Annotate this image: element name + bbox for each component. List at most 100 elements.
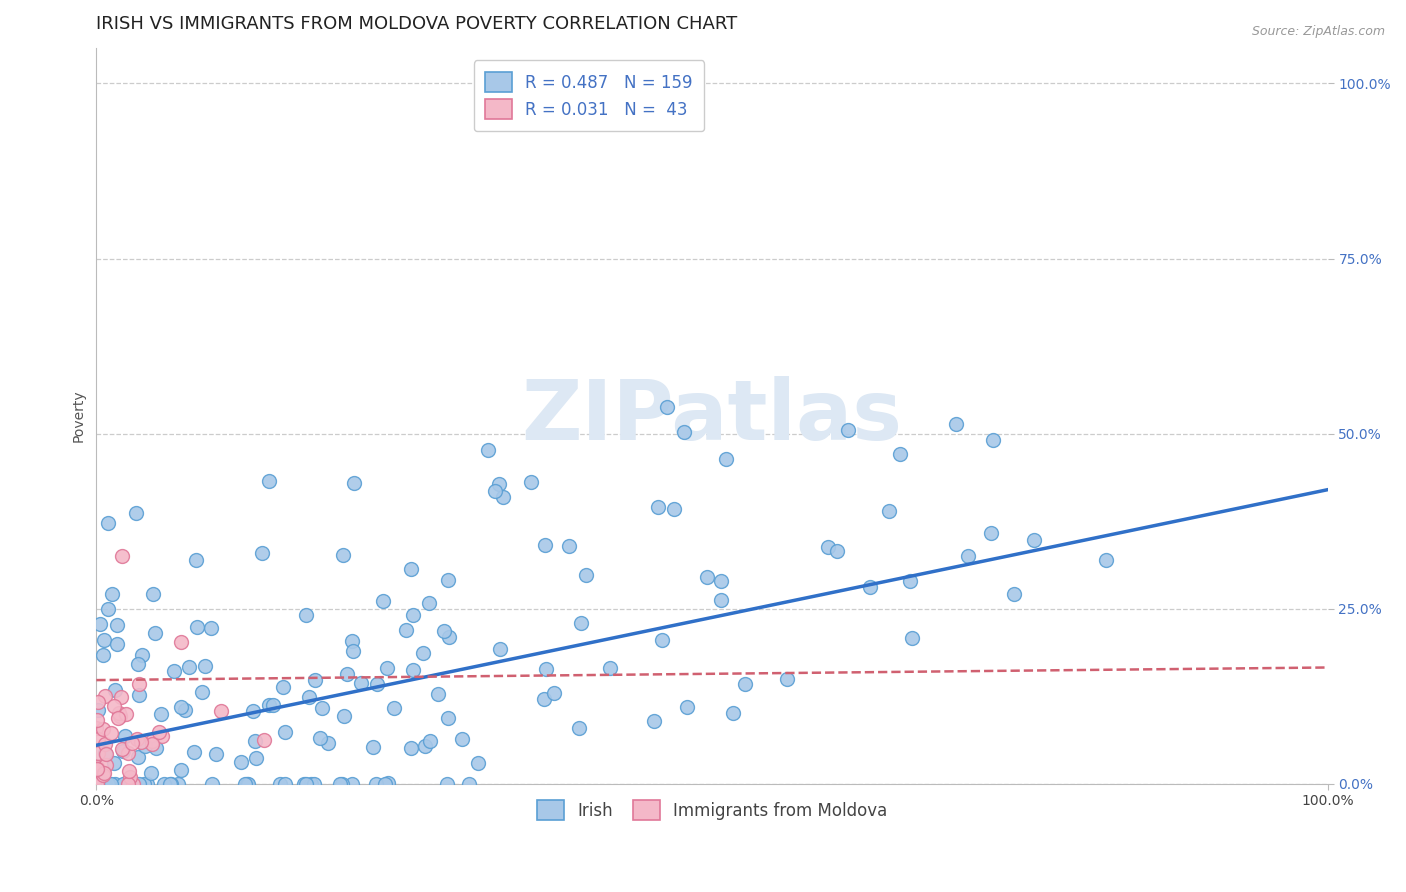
Point [569, 616, 592, 631]
Point [94, 747, 117, 761]
Point [859, 580, 882, 594]
Point [377, 661, 399, 675]
Point [127, 657, 149, 671]
Point [298, 690, 321, 705]
Point [150, 729, 173, 743]
Point [87, 732, 110, 747]
Point [343, 476, 366, 491]
Point [366, 676, 388, 690]
Point [86, 713, 108, 727]
Point [418, 596, 440, 610]
Point [111, 744, 134, 758]
Point [170, 763, 193, 777]
Point [105, 636, 128, 650]
Point [374, 777, 396, 791]
Point [174, 703, 197, 717]
Point [384, 701, 406, 715]
Point [238, 777, 260, 791]
Point [91, 768, 114, 782]
Point [149, 706, 172, 721]
Point [534, 538, 557, 552]
Point [145, 740, 167, 755]
Point [141, 737, 163, 751]
Point [141, 734, 163, 748]
Point [148, 725, 170, 739]
Point [309, 731, 332, 746]
Point [93, 632, 115, 647]
Point [235, 777, 257, 791]
Point [877, 504, 900, 518]
Point [127, 731, 149, 746]
Point [945, 417, 967, 431]
Point [980, 526, 1002, 541]
Point [543, 685, 565, 699]
Point [97, 601, 120, 615]
Point [104, 683, 127, 698]
Point [889, 447, 911, 461]
Point [127, 749, 149, 764]
Point [304, 673, 326, 688]
Point [167, 777, 190, 791]
Point [86, 762, 108, 776]
Point [340, 633, 363, 648]
Point [129, 735, 152, 749]
Point [139, 765, 162, 780]
Point [253, 732, 276, 747]
Point [643, 714, 665, 729]
Point [100, 777, 122, 791]
Point [1095, 553, 1118, 567]
Point [94, 746, 117, 760]
Point [111, 549, 134, 563]
Point [901, 631, 924, 645]
Point [170, 634, 193, 648]
Point [121, 777, 143, 791]
Point [86, 762, 108, 776]
Point [243, 734, 266, 748]
Point [118, 770, 141, 784]
Point [89, 777, 111, 791]
Point [108, 706, 131, 720]
Point [262, 698, 284, 712]
Point [257, 475, 280, 489]
Point [399, 562, 422, 576]
Point [229, 755, 252, 769]
Point [97, 777, 120, 791]
Point [104, 777, 127, 791]
Point [103, 698, 125, 713]
Point [131, 648, 153, 662]
Point [401, 740, 423, 755]
Point [86, 764, 108, 779]
Point [191, 684, 214, 698]
Point [86, 770, 108, 784]
Point [201, 777, 224, 791]
Point [311, 701, 333, 715]
Point [295, 608, 318, 623]
Point [86, 695, 108, 709]
Point [128, 777, 150, 791]
Point [101, 587, 124, 601]
Point [672, 425, 695, 439]
Point [340, 777, 363, 791]
Text: Source: ZipAtlas.com: Source: ZipAtlas.com [1251, 25, 1385, 38]
Point [533, 691, 555, 706]
Point [117, 777, 139, 791]
Point [110, 690, 132, 704]
Point [142, 587, 165, 601]
Point [115, 777, 138, 791]
Point [413, 739, 436, 753]
Point [825, 544, 848, 558]
Point [302, 777, 325, 791]
Point [664, 501, 686, 516]
Point [489, 642, 512, 657]
Point [107, 711, 129, 725]
Point [269, 777, 291, 791]
Point [436, 710, 458, 724]
Point [299, 777, 322, 791]
Point [716, 451, 738, 466]
Point [89, 617, 111, 632]
Point [94, 737, 117, 751]
Point [236, 777, 259, 791]
Point [183, 746, 205, 760]
Point [696, 570, 718, 584]
Point [332, 777, 354, 791]
